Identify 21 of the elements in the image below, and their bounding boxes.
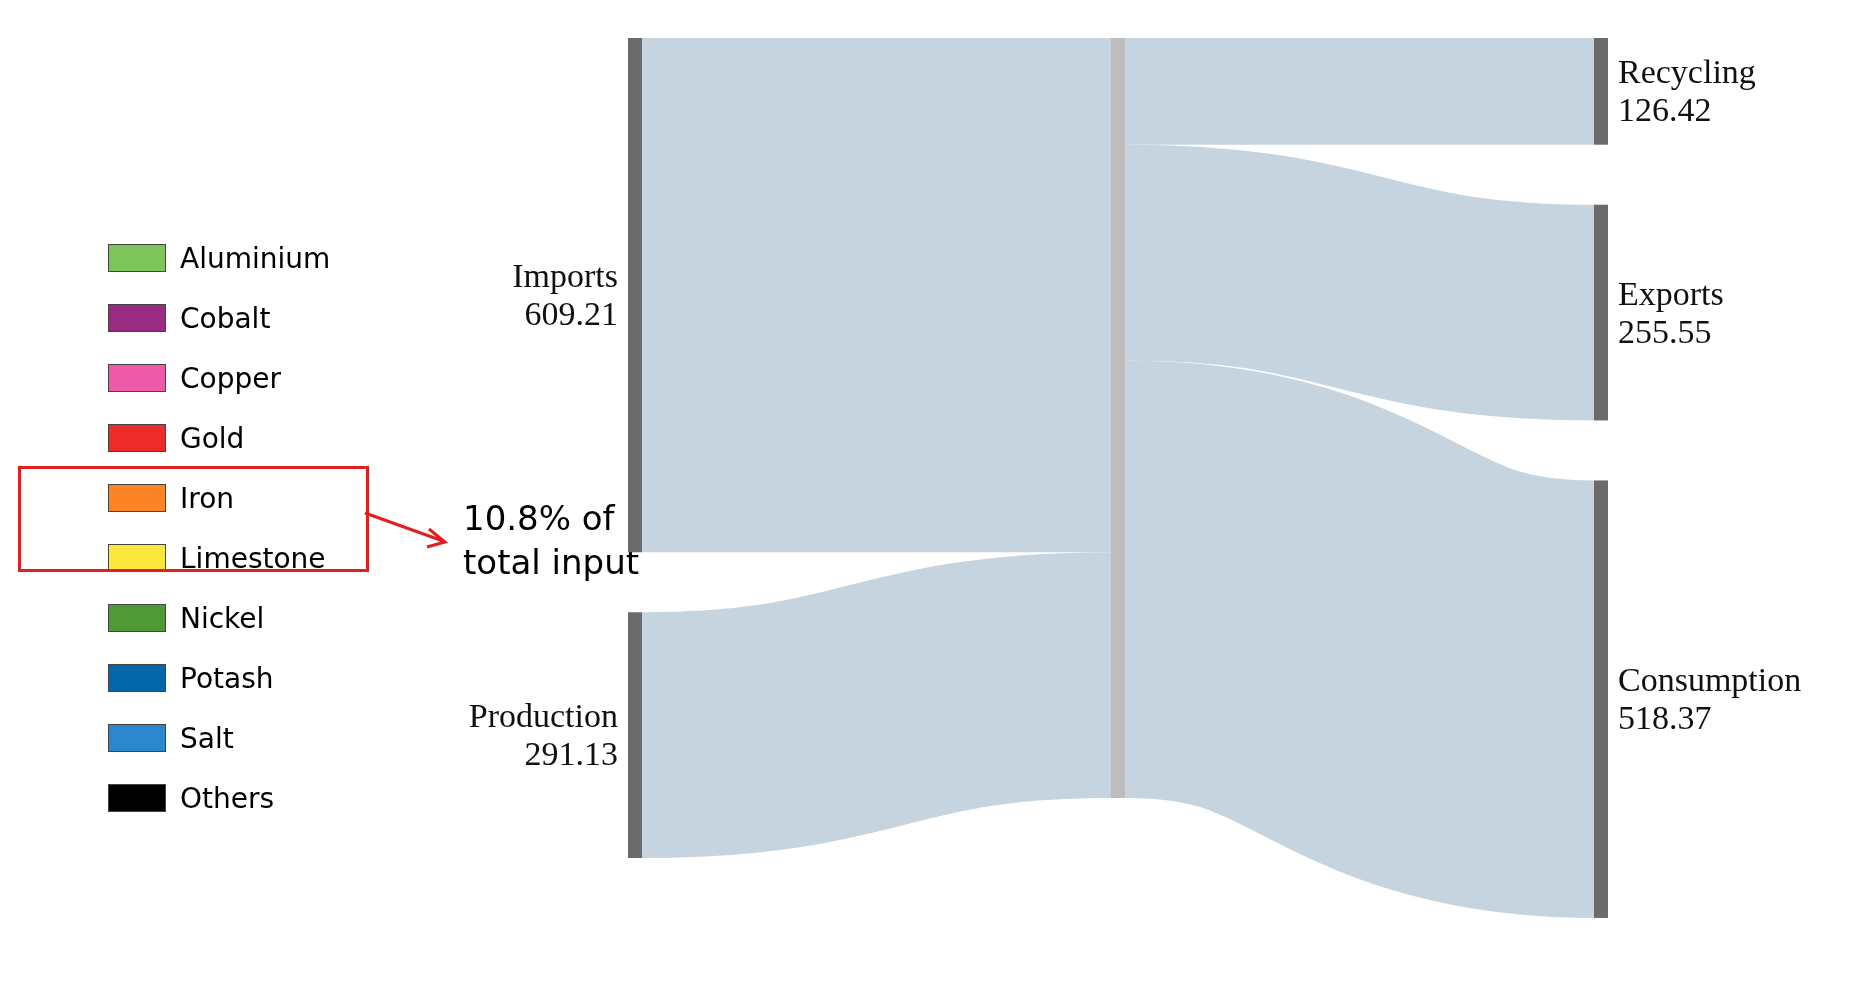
category-label: Imports	[512, 257, 618, 295]
legend-label: Limestone	[180, 541, 326, 575]
data-label: 126.42	[1618, 91, 1712, 129]
data-label: 255.55	[1618, 312, 1712, 350]
legend-label: Potash	[180, 661, 274, 695]
legend-label: Salt	[180, 721, 234, 755]
legend-label: Copper	[180, 361, 281, 395]
category-label: Exports	[1618, 274, 1724, 312]
legend-label: Aluminium	[180, 241, 331, 275]
data-label: 609.21	[524, 295, 618, 333]
legend-label: Gold	[180, 421, 245, 455]
data-label: 291.13	[524, 735, 618, 773]
legend-label: Others	[180, 781, 275, 815]
data-label: 518.37	[1618, 699, 1712, 737]
legend-label: Cobalt	[180, 301, 271, 335]
category-label: Recycling	[1618, 53, 1756, 91]
legend-label: Nickel	[180, 601, 265, 635]
category-label: Production	[468, 697, 618, 735]
legend-label: Iron	[180, 481, 235, 515]
category-label: Consumption	[1618, 661, 1802, 699]
text: 10.8% of total input	[463, 497, 640, 584]
